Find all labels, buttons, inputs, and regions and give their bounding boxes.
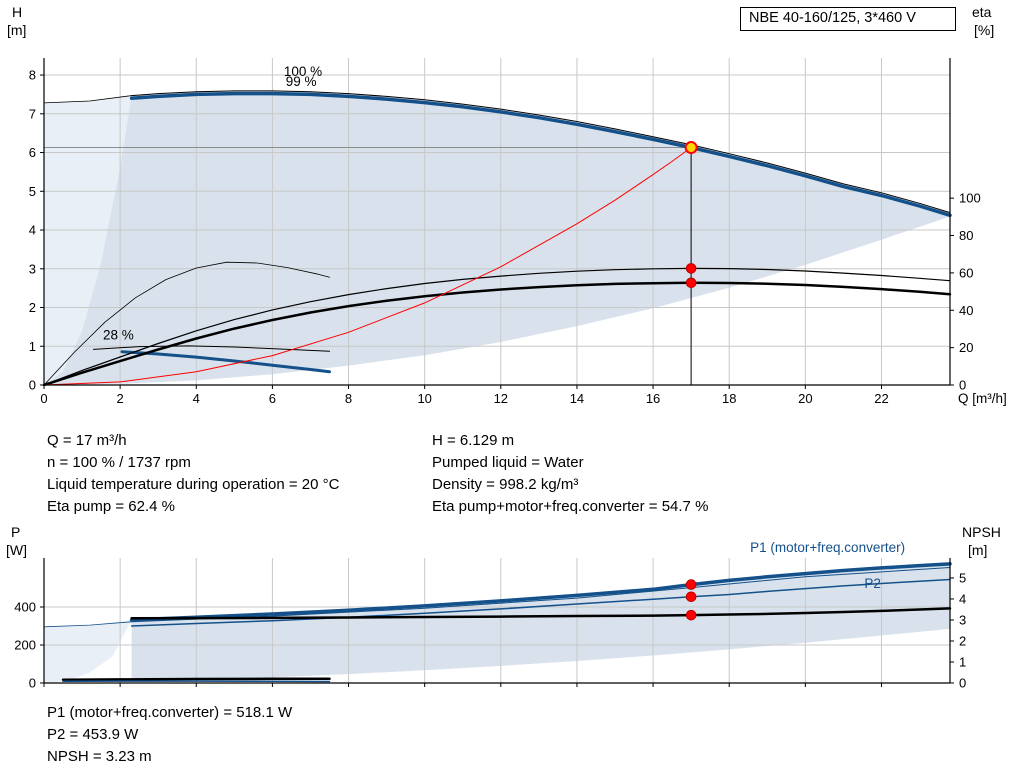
x-tick-label: 6 <box>269 391 276 406</box>
y-axis-title-npsh: NPSH <box>962 524 1001 540</box>
y-axis-title-h: H <box>12 4 22 20</box>
info-line-liquid: Pumped liquid = Water <box>432 454 584 471</box>
duty-info-right: H = 6.129 m Pumped liquid = Water Densit… <box>432 430 817 518</box>
y-axis-unit-p: [W] <box>6 542 27 558</box>
eta-curve-reduced-speed <box>43 261 330 386</box>
y-left-tick-label: 2 <box>29 300 36 315</box>
y-right-tick-label: 0 <box>959 378 966 393</box>
y-left-tick-label: 4 <box>29 223 36 238</box>
y-left-tick-label: 3 <box>29 261 36 276</box>
y-left-tick-label: 8 <box>29 68 36 83</box>
y-left-tick-label: 400 <box>14 600 36 615</box>
power-npsh-chart: 0 200 400 0 1 2 3 4 5 P1 (motor+freq.converter) P2… <box>6 524 1001 691</box>
eta-total-point <box>685 277 697 289</box>
y-left-tick-label: 0 <box>29 378 36 393</box>
y-right-tick-label: 20 <box>959 340 973 355</box>
x-tick-label: 4 <box>193 391 200 406</box>
p1-curve-thin <box>131 567 951 623</box>
hq-curve-28pct <box>120 350 331 374</box>
speed-label-100: 100 % <box>284 64 322 79</box>
y-right-tick-label: 1 <box>959 654 966 669</box>
duty-info-panel: Q = 17 m³/h n = 100 % / 1737 rpm Liquid … <box>47 430 817 518</box>
info-line-npsh: NPSH = 3.23 m <box>47 748 152 765</box>
eta-total-curve <box>42 281 952 387</box>
y-right-tick-label: 0 <box>959 676 966 691</box>
y-right-tick-label: 60 <box>959 265 973 280</box>
p-curve-28pct <box>61 677 331 682</box>
y-left-tick-label: 200 <box>14 638 36 653</box>
x-axis-unit-label: Q [m³/h] <box>958 391 1007 406</box>
p1-curve <box>129 562 952 622</box>
x-tick-label: 16 <box>646 391 660 406</box>
x-tick-label: 8 <box>345 391 352 406</box>
info-line-density: Density = 998.2 kg/m³ <box>432 476 579 493</box>
y-left-tick-label: 7 <box>29 106 36 121</box>
y-axis-unit-npsh: [m] <box>968 542 987 558</box>
system-control-curve <box>43 147 692 386</box>
y-right-tick-label: 3 <box>959 612 966 627</box>
x-tick-label: 20 <box>798 391 812 406</box>
y-right-tick-label: 40 <box>959 303 973 318</box>
y-right-tick-label: 80 <box>959 228 973 243</box>
power-info-panel: P1 (motor+freq.converter) = 518.1 W P2 =… <box>47 702 292 768</box>
envelope-left-band <box>44 95 132 385</box>
info-line-p2: P2 = 453.9 W <box>47 726 139 743</box>
y-left-tick-label: 6 <box>29 145 36 160</box>
y-axis-title-p: P <box>11 524 20 540</box>
x-tick-label: 2 <box>117 391 124 406</box>
p1-shutoff-extension <box>43 621 132 628</box>
y-left-tick-label: 0 <box>29 676 36 691</box>
eta-pump-curve <box>43 267 951 386</box>
operating-envelope <box>44 90 950 386</box>
p1-point <box>685 579 697 590</box>
p1-curve-label: P1 (motor+freq.converter) <box>750 540 905 555</box>
hq-curve-28pct-thin <box>93 345 330 352</box>
npsh-curve <box>130 607 952 620</box>
x-tick-label: 10 <box>417 391 431 406</box>
p2-point <box>685 591 697 603</box>
y-left-tick-label: 1 <box>29 339 36 354</box>
info-line-eta-total: Eta pump+motor+freq.converter = 54.7 % <box>432 498 709 515</box>
y-axis-title-eta: eta <box>972 4 992 20</box>
p2-curve-label: P2 <box>864 576 881 591</box>
info-line-temperature: Liquid temperature during operation = 20… <box>47 476 340 493</box>
y-axis-unit-h: [m] <box>7 22 26 38</box>
power-envelope <box>131 563 951 682</box>
p2-curve <box>130 578 951 627</box>
info-line-p1: P1 (motor+freq.converter) = 518.1 W <box>47 704 293 721</box>
y-left-tick-label: 5 <box>29 184 36 199</box>
x-tick-label: 12 <box>494 391 508 406</box>
info-line-speed: n = 100 % / 1737 rpm <box>47 454 191 471</box>
info-line-head: H = 6.129 m <box>432 432 515 449</box>
y-axis-unit-eta: [%] <box>974 22 994 38</box>
info-line-q: Q = 17 m³/h <box>47 432 127 449</box>
speed-label-28: 28 % <box>103 327 134 342</box>
y-right-tick-label: 2 <box>959 633 966 648</box>
x-tick-label: 0 <box>40 391 47 406</box>
y-right-tick-label: 4 <box>959 591 966 606</box>
speed-label-99: 99 % <box>286 74 317 89</box>
pump-title-box: NBE 40-160/125, 3*460 V <box>740 7 956 31</box>
hq-curve-100pct-thin <box>131 90 951 214</box>
hq-shutoff-extension <box>43 95 132 104</box>
hq-curve-chart: 0 2 4 6 8 10 12 14 16 18 20 22 Q [m³/h]0123456780204… <box>7 4 1007 406</box>
power-envelope-left-band <box>44 619 132 683</box>
y-right-tick-label: 5 <box>959 570 966 585</box>
info-line-eta-pump: Eta pump = 62.4 % <box>47 498 175 515</box>
duty-point <box>684 141 698 155</box>
x-tick-label: 18 <box>722 391 736 406</box>
x-tick-label: 14 <box>570 391 584 406</box>
x-tick-label: 22 <box>874 391 888 406</box>
npsh-point <box>685 609 697 621</box>
duty-info-left: Q = 17 m³/h n = 100 % / 1737 rpm Liquid … <box>47 430 432 518</box>
hq-curve-100pct <box>129 91 952 218</box>
y-right-tick-label: 100 <box>959 191 981 206</box>
eta-pump-point <box>685 263 697 274</box>
